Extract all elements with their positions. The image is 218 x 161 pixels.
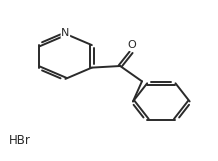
Text: N: N bbox=[61, 28, 70, 38]
Text: HBr: HBr bbox=[9, 134, 31, 147]
Text: O: O bbox=[128, 40, 136, 50]
